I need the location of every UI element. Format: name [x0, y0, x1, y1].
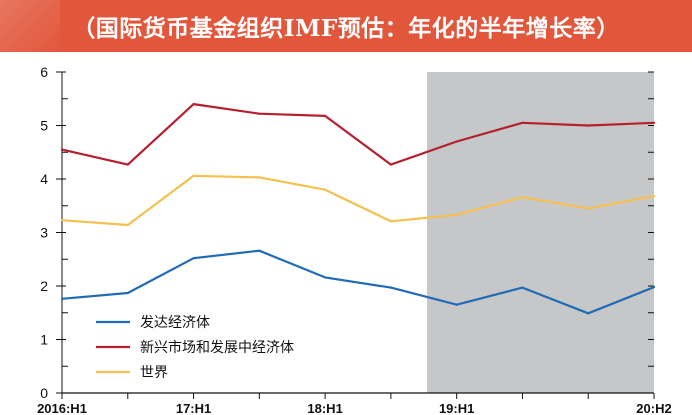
forecast-shaded-region — [427, 72, 654, 393]
series-2-point — [455, 140, 458, 143]
series-3-point — [258, 176, 261, 179]
axis-layer — [56, 71, 655, 399]
series-2-point — [389, 163, 392, 166]
x-tick-label: 20:H2 — [636, 401, 671, 415]
series-3-point — [652, 195, 656, 198]
series-1-point — [587, 312, 590, 315]
forecast-shade-layer — [427, 72, 654, 393]
line-chart: 0 1 2 3 4 5 6 2016:H1 17:H1 18:H1 19:H1 20:H2 发达经济体… — [37, 64, 672, 415]
series-3-point — [389, 220, 392, 223]
y-tick-label: 0 — [40, 385, 48, 401]
series-line-1 — [61, 249, 655, 315]
series-1-point — [192, 257, 195, 260]
y-tick-label: 5 — [40, 118, 48, 134]
series-1-point — [258, 249, 261, 252]
series-3-point — [60, 219, 64, 222]
series-3-point — [587, 207, 590, 210]
series-layer — [60, 102, 656, 315]
title-bar: （国际货币基金组织IMF预估：年化的半年增长率） — [0, 0, 692, 52]
series-2-point — [324, 114, 327, 117]
series-3-point — [126, 223, 129, 227]
x-tick-label: 18:H1 — [307, 401, 342, 415]
series-line-3 — [61, 174, 655, 227]
y-tick-label: 3 — [40, 225, 48, 241]
series-line-2 — [61, 102, 655, 166]
series-3-point — [192, 174, 195, 177]
x-tick-label: 17:H1 — [176, 401, 211, 415]
series-2-point — [652, 121, 656, 124]
x-tick-label: 19:H1 — [439, 401, 474, 415]
y-tick-label: 4 — [40, 171, 48, 187]
legend-label-2: 新兴市场和发展中经济体 — [140, 339, 294, 356]
series-1-point — [652, 285, 656, 289]
y-tick-label: 1 — [40, 332, 48, 348]
x-tick-label: 2016:H1 — [37, 401, 87, 415]
chart-title: （国际货币基金组织IMF预估：年化的半年增长率） — [72, 15, 620, 42]
series-2-point — [126, 163, 129, 166]
tick-label-layer: 0 1 2 3 4 5 6 2016:H1 17:H1 18:H1 19:H1 20:H2 — [37, 64, 672, 415]
series-2-point — [258, 112, 261, 115]
series-2-point — [192, 103, 195, 106]
series-3-point — [324, 188, 327, 191]
series-3-point — [455, 213, 458, 216]
legend-label-3: 世界 — [140, 365, 168, 381]
series-1-point — [389, 286, 392, 289]
series-2-point — [521, 121, 524, 124]
series-2-point — [60, 148, 64, 151]
title-decoration — [0, 0, 60, 52]
series-1-point — [521, 286, 524, 289]
series-3-point — [521, 196, 524, 199]
series-1-point — [455, 303, 458, 306]
legend-label-1: 发达经济体 — [140, 315, 210, 331]
series-1-point — [324, 276, 327, 279]
series-2-point — [587, 124, 590, 127]
series-1-point — [60, 297, 64, 300]
series-1-point — [126, 291, 129, 295]
y-tick-label: 6 — [40, 64, 48, 80]
y-tick-label: 2 — [40, 278, 48, 294]
